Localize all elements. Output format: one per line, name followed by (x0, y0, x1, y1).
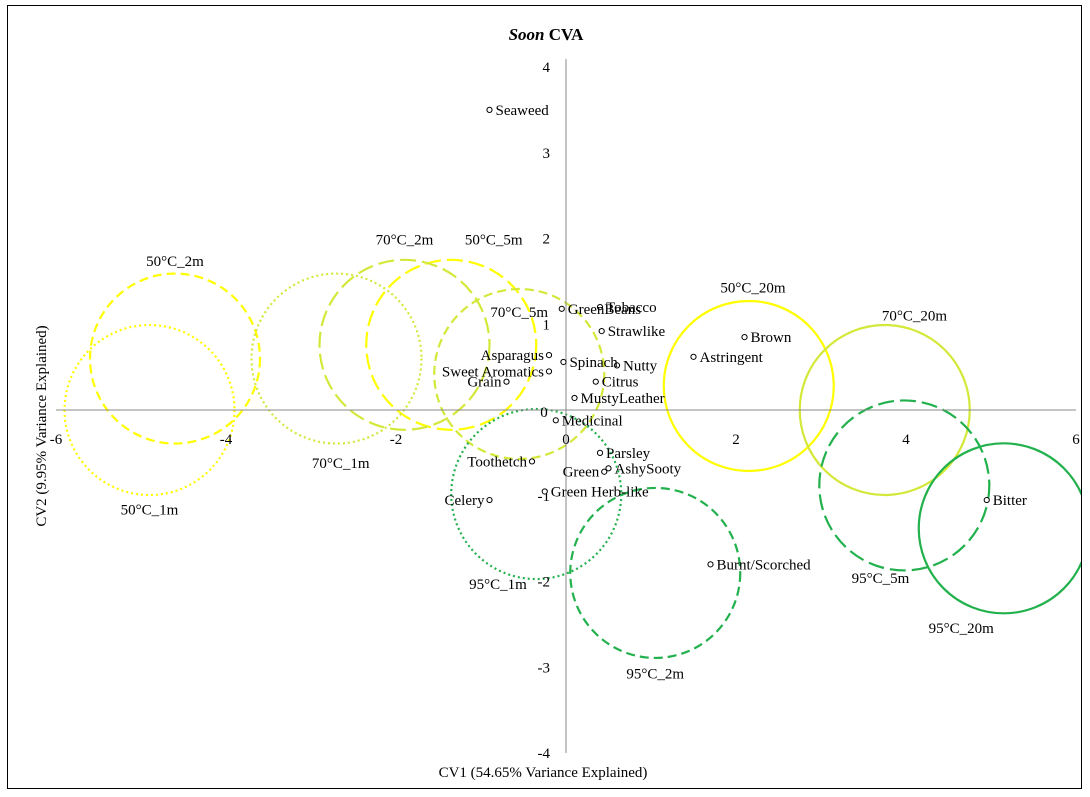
attribute-point-medicinal (552, 417, 559, 424)
attribute-point-seaweed (486, 106, 493, 113)
sample-label-50c-2m: 50°C_2m (146, 254, 204, 270)
sample-circle-70c-2m (318, 258, 491, 431)
sample-label-70c-5m: 70°C_5m (490, 305, 548, 321)
attribute-label-asparagus: Asparagus (481, 348, 544, 364)
attribute-point-strawlike (598, 328, 605, 335)
y-tick-label: 2 (543, 232, 551, 248)
attribute-label-nutty: Nutty (623, 358, 658, 374)
sample-circle-50c-20m (662, 299, 835, 473)
attribute-points (486, 106, 990, 568)
attribute-label-seaweed: Seaweed (496, 103, 550, 119)
y-tick-label: -3 (538, 660, 551, 676)
attribute-label-brown: Brown (751, 330, 792, 346)
sample-circle-95c-20m (917, 442, 1081, 615)
sample-circle-95c-2m (569, 486, 742, 660)
attribute-point-astringent (690, 353, 697, 360)
attribute-point-parsley (596, 449, 604, 456)
sample-circle-50c-5m (365, 258, 538, 431)
y-tick-label: 4 (543, 60, 551, 76)
attribute-point-green (601, 468, 608, 475)
attribute-label-burnt-scorched: Burnt/Scorched (717, 557, 812, 573)
attribute-point-sweet-aromatics (545, 368, 553, 375)
attribute-label-sweet-aromatics: Sweet Aromatics (442, 364, 544, 380)
attribute-label-mustyleather: MustyLeather (581, 391, 665, 407)
y-tick-label: 3 (543, 146, 551, 162)
attribute-label-celery: Celery (445, 493, 485, 509)
chart-title: Soon CVA (509, 25, 585, 44)
attribute-point-greenbeans (558, 305, 565, 312)
sample-circle-50c-2m (88, 272, 262, 445)
attribute-point-green-herb-like (541, 488, 548, 495)
chart-title-rest: CVA (545, 25, 585, 44)
attribute-point-asparagus (545, 352, 553, 359)
y-tick-label: 0 (540, 405, 548, 421)
sample-label-70c-20m: 70°C_20m (882, 309, 948, 325)
attribute-point-brown (741, 334, 748, 341)
attribute-point-ashysooty (605, 465, 612, 472)
sample-ellipses (63, 258, 1081, 660)
attribute-point-tobacco (596, 304, 604, 311)
x-tick-label: 2 (732, 432, 740, 448)
attribute-label-medicinal: Medicinal (562, 413, 623, 429)
sample-label-50c-5m: 50°C_5m (465, 232, 523, 248)
attribute-label-grain: Grain (467, 375, 502, 391)
y-tick-label: 1 (543, 317, 551, 333)
attribute-label-spinach: Spinach (569, 355, 618, 371)
x-tick-label: -2 (390, 432, 403, 448)
attribute-label-green-herb-like: Green Herb-like (551, 484, 649, 500)
sample-circle-70c-1m (250, 272, 423, 445)
sample-circle-95c-1m (450, 407, 623, 581)
sample-circle-70c-5m (433, 287, 606, 461)
attribute-point-spinach (560, 358, 567, 366)
attribute-point-mustyleather (571, 394, 578, 402)
x-tick-label: -4 (220, 432, 233, 448)
x-tick-label: -6 (50, 432, 63, 448)
attribute-point-grain (503, 378, 510, 385)
sample-label-70c-2m: 70°C_2m (376, 232, 434, 248)
sample-circle-95c-5m (818, 399, 991, 572)
labels: 50°C_1m 50°C_2m 50°C_5m 50°C_20m 70°C_1m 70°C… (121, 103, 1027, 682)
y-tick-label: -2 (538, 575, 551, 591)
sample-label-70c-1m: 70°C_1m (312, 456, 370, 472)
attribute-label-toothetch: Toothetch (467, 454, 527, 470)
attribute-point-celery (486, 496, 493, 504)
x-tick-label: 6 (1072, 432, 1080, 448)
y-tick-label: -4 (538, 746, 551, 762)
sample-label-95c-5m: 95°C_5m (852, 571, 910, 587)
attribute-label-ashysooty: AshySooty (615, 461, 682, 477)
attribute-point-citrus (592, 378, 599, 385)
attribute-label-greenbeans: GreenBeans (568, 302, 641, 318)
attribute-label-bitter: Bitter (993, 493, 1027, 509)
attribute-label-strawlike: Strawlike (608, 324, 666, 340)
x-tick-label: 0 (562, 432, 570, 448)
y-axis-label: CV2 (9.95% Variance Explained) (34, 325, 50, 526)
attribute-label-astringent: Astringent (700, 350, 764, 366)
sample-label-95c-20m: 95°C_20m (929, 621, 995, 637)
attribute-label-citrus: Citrus (602, 375, 639, 391)
sample-label-50c-20m: 50°C_20m (720, 280, 786, 296)
sample-label-95c-2m: 95°C_2m (626, 666, 684, 682)
x-tick-label: 4 (902, 432, 910, 448)
sample-label-95c-1m: 95°C_1m (469, 577, 527, 593)
attribute-label-parsley: Parsley (606, 446, 651, 462)
attribute-point-toothetch (528, 458, 536, 465)
attribute-point-bitter (983, 496, 990, 504)
chart-frame: Soon CVA -6 -4 -2 0 2 4 6 -4 -3 -2 -1 0 1 2 3 4 50°C_1m… (7, 5, 1082, 789)
x-axis-label: CV1 (54.65% Variance Explained) (439, 765, 648, 781)
attribute-label-tobacco: Tobacco (606, 300, 657, 316)
attribute-point-burnt-scorched (707, 561, 714, 568)
attribute-point-nutty (613, 362, 621, 369)
chart-title-italic: Soon (509, 25, 545, 44)
sample-label-50c-1m: 50°C_1m (121, 502, 179, 518)
attribute-label-green: Green (563, 465, 600, 481)
